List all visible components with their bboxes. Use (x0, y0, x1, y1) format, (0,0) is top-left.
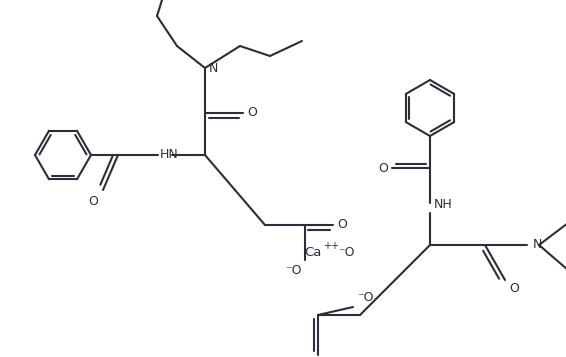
Text: O: O (378, 161, 388, 175)
Text: ⁻O: ⁻O (357, 291, 374, 304)
Text: ⁻O: ⁻O (338, 246, 354, 258)
Text: N: N (533, 237, 542, 251)
Text: O: O (337, 218, 347, 231)
Text: O: O (88, 195, 98, 208)
Text: Ca: Ca (304, 246, 321, 258)
Text: N: N (209, 62, 218, 75)
Text: ⁻O: ⁻O (285, 264, 302, 277)
Text: NH: NH (434, 197, 453, 211)
Text: HN: HN (160, 149, 179, 161)
Text: O: O (509, 282, 519, 295)
Text: ++: ++ (323, 241, 339, 251)
Text: O: O (247, 106, 257, 120)
